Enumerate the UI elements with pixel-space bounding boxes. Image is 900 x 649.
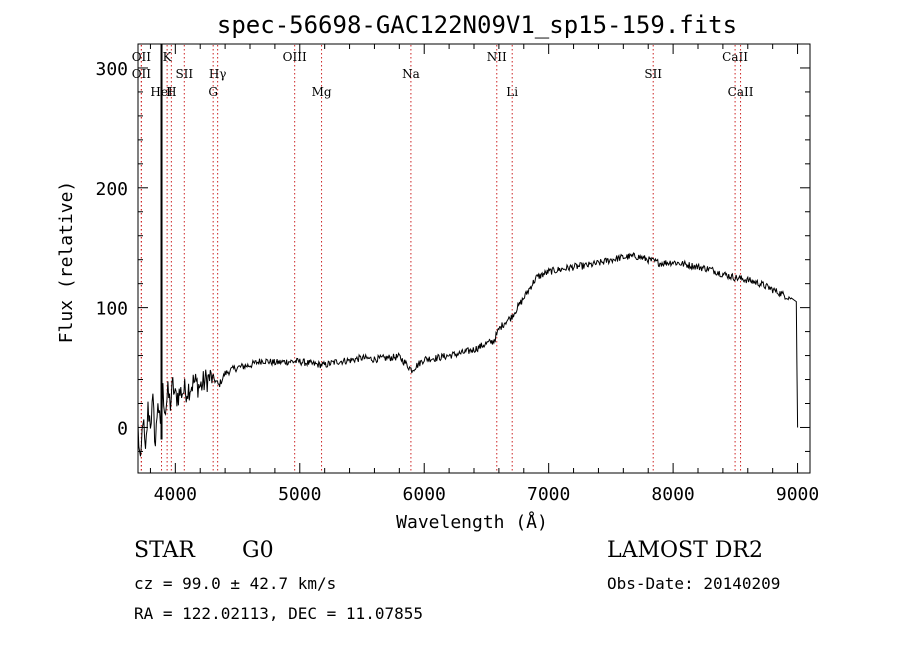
line-marker-label: K bbox=[163, 50, 173, 64]
x-tick-label: 7000 bbox=[527, 484, 570, 505]
line-marker-label: G bbox=[208, 85, 218, 99]
x-tick-label: 5000 bbox=[278, 484, 321, 505]
redshift-text: cz = 99.0 ± 42.7 km/s bbox=[134, 574, 337, 593]
y-axis-ticks: 0 100 200 300 bbox=[95, 43, 810, 452]
line-marker-label: H bbox=[166, 85, 176, 99]
survey-label: LAMOST DR2 bbox=[607, 538, 763, 563]
y-tick-label: 200 bbox=[95, 179, 128, 200]
y-tick-label: 100 bbox=[95, 299, 128, 320]
x-axis-ticks: 4000 5000 6000 7000 8000 9000 bbox=[149, 44, 819, 505]
line-marker-label: CaII bbox=[728, 85, 754, 99]
chart-title: spec-56698-GAC122N09V1_sp15-159.fits bbox=[217, 11, 737, 39]
x-tick-label: 4000 bbox=[154, 484, 197, 505]
coords-text: RA = 122.02113, DEC = 11.07855 bbox=[134, 604, 423, 623]
series-layer bbox=[137, 44, 799, 457]
y-tick-label: 300 bbox=[95, 59, 128, 80]
line-marker-label: Na bbox=[402, 67, 420, 81]
subclass-label: G0 bbox=[242, 538, 274, 563]
line-marker-label: OII bbox=[132, 67, 152, 81]
x-tick-label: 6000 bbox=[403, 484, 446, 505]
line-marker-label: SII bbox=[644, 67, 662, 81]
line-markers-layer: OIIOIIHeISIIHKHγGOIIIMgNaNIILiSIICaIICaI… bbox=[132, 45, 754, 472]
line-marker-label: Li bbox=[506, 85, 518, 99]
line-marker-label: Mg bbox=[312, 85, 332, 99]
y-tick-label: 0 bbox=[117, 418, 128, 439]
line-marker-label: OIII bbox=[283, 50, 307, 64]
x-tick-label: 9000 bbox=[776, 484, 819, 505]
x-axis-label: Wavelength (Å) bbox=[396, 511, 548, 533]
line-marker-label: NII bbox=[487, 50, 507, 64]
class-label: STAR bbox=[134, 538, 195, 563]
spectrum-line bbox=[137, 252, 799, 457]
line-marker-label: CaII bbox=[722, 50, 748, 64]
line-marker-label: Hγ bbox=[209, 67, 227, 81]
y-axis-label: Flux (relative) bbox=[56, 181, 77, 344]
plot-frame bbox=[137, 43, 811, 474]
obs-date-text: Obs-Date: 20140209 bbox=[607, 574, 781, 593]
x-tick-label: 8000 bbox=[651, 484, 694, 505]
line-marker-label: SII bbox=[175, 67, 193, 81]
